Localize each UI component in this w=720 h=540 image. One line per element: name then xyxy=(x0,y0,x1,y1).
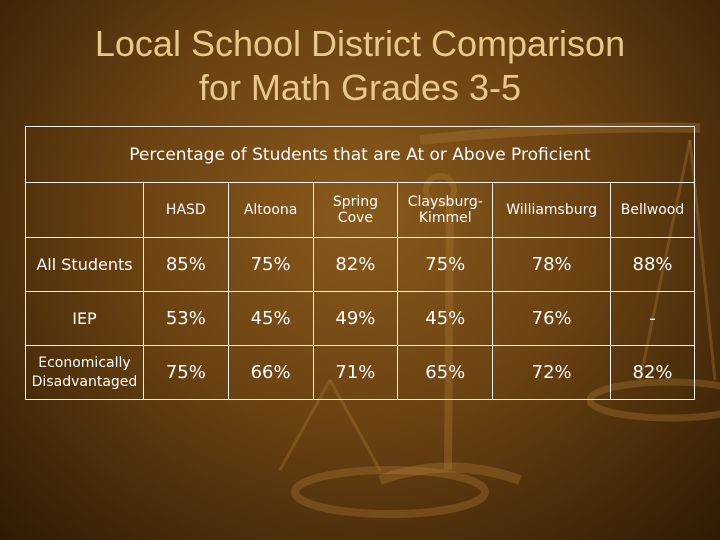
column-header: Spring Cove xyxy=(312,182,399,238)
column-header: Claysburg- Kimmel xyxy=(397,182,494,238)
table-cell: 66% xyxy=(227,345,314,400)
row-label: Economically Disadvantaged xyxy=(25,345,144,400)
table-row: All Students 85% 75% 82% 75% 78% 88% xyxy=(25,237,695,292)
column-header: Williamsburg xyxy=(492,182,612,238)
table-cell: 45% xyxy=(397,291,494,346)
table-cell: 49% xyxy=(312,291,399,346)
table-cell: 65% xyxy=(397,345,494,400)
table-cell: 45% xyxy=(227,291,314,346)
slide-title-line2: for Math Grades 3-5 xyxy=(198,67,522,108)
table-cell: 88% xyxy=(610,237,695,292)
header-corner-cell xyxy=(25,182,144,238)
row-label: IEP xyxy=(25,291,144,346)
table-cell: 72% xyxy=(492,345,612,400)
table-cell: 53% xyxy=(142,291,229,346)
table-cell: 85% xyxy=(142,237,229,292)
table-cell: 78% xyxy=(492,237,612,292)
table-row: Economically Disadvantaged 75% 66% 71% 65… xyxy=(25,345,695,400)
table-cell: 75% xyxy=(397,237,494,292)
table-cell: 76% xyxy=(492,291,612,346)
table-caption: Percentage of Students that are At or Ab… xyxy=(25,126,695,183)
table-cell: 82% xyxy=(312,237,399,292)
row-label: All Students xyxy=(25,237,144,292)
slide-title: Local School District Comparison for Mat… xyxy=(0,22,720,110)
table-header-row: HASD Altoona Spring Cove Claysburg- Kimmel… xyxy=(25,182,695,238)
slide-title-line1: Local School District Comparison xyxy=(94,23,626,64)
table-cell: 82% xyxy=(610,345,695,400)
table-cell: 75% xyxy=(142,345,229,400)
table-row: IEP 53% 45% 49% 45% 76% - xyxy=(25,291,695,346)
table-caption-row: Percentage of Students that are At or Ab… xyxy=(25,126,695,183)
table-cell: 75% xyxy=(227,237,314,292)
column-header: HASD xyxy=(142,182,229,238)
column-header: Bellwood xyxy=(610,182,695,238)
column-header: Altoona xyxy=(227,182,314,238)
table-cell: - xyxy=(610,291,695,346)
table-cell: 71% xyxy=(312,345,399,400)
comparison-table: Percentage of Students that are At or Ab… xyxy=(25,126,695,400)
